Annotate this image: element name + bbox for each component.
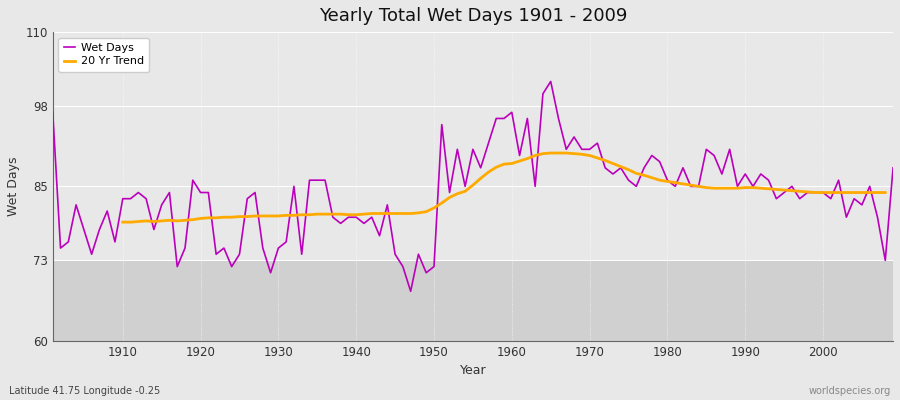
Text: worldspecies.org: worldspecies.org [809,386,891,396]
Wet Days [514,153,525,158]
20 Yr Trend [117,220,128,224]
Wet Days [545,79,556,84]
Wet Days [616,166,626,170]
Y-axis label: Wet Days: Wet Days [7,156,20,216]
20 Yr Trend [499,162,509,166]
20 Yr Trend [545,151,556,156]
20 Yr Trend [880,190,891,195]
20 Yr Trend [724,186,735,190]
Wet Days [110,240,121,244]
Wet Days [507,110,517,115]
X-axis label: Year: Year [460,364,486,377]
Wet Days [281,240,292,244]
Legend: Wet Days, 20 Yr Trend: Wet Days, 20 Yr Trend [58,38,149,72]
Line: 20 Yr Trend: 20 Yr Trend [122,153,886,222]
20 Yr Trend [351,212,362,217]
Text: Latitude 41.75 Longitude -0.25: Latitude 41.75 Longitude -0.25 [9,386,160,396]
Line: Wet Days: Wet Days [53,82,893,291]
20 Yr Trend [296,212,307,217]
20 Yr Trend [522,156,533,161]
Bar [53,260,893,341]
Wet Days [887,166,898,170]
20 Yr Trend [320,212,330,216]
Wet Days [48,110,58,115]
Title: Yearly Total Wet Days 1901 - 2009: Yearly Total Wet Days 1901 - 2009 [319,7,627,25]
Wet Days [405,289,416,294]
Wet Days [328,215,338,220]
